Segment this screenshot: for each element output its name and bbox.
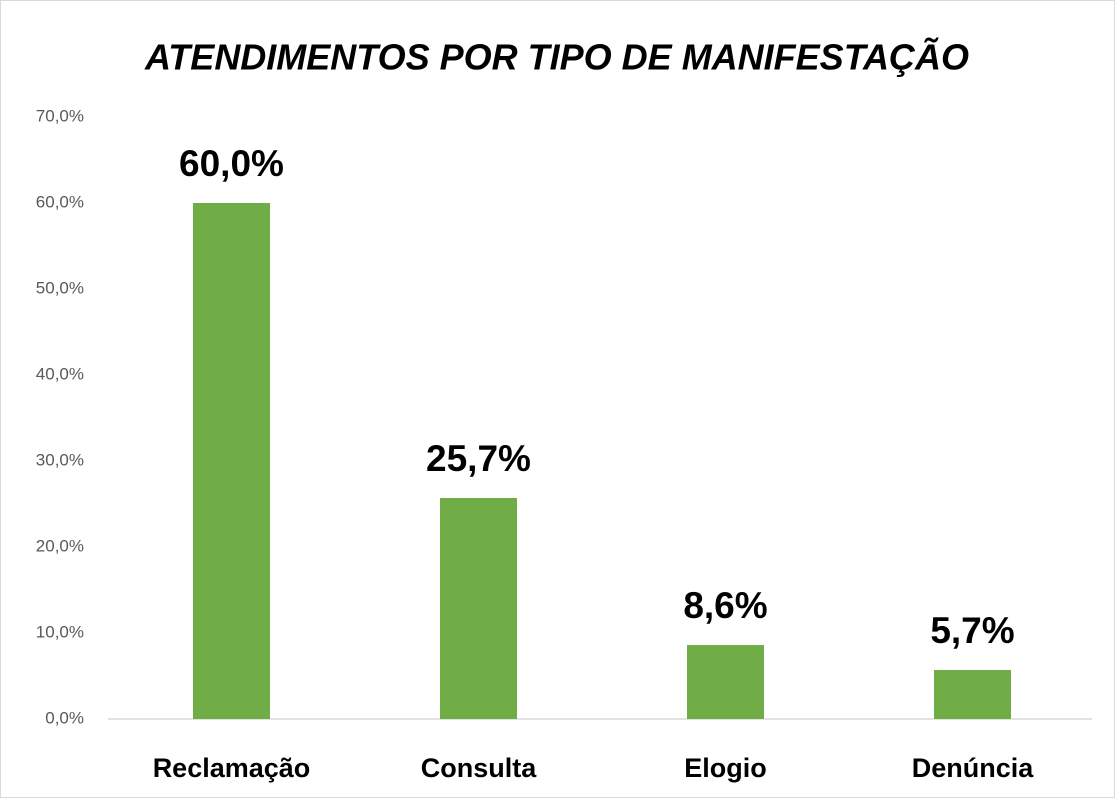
y-tick-label: 30,0% [36,450,84,469]
y-tick-label: 20,0% [36,536,84,555]
chart-title: ATENDIMENTOS POR TIPO DE MANIFESTAÇÃO [144,36,969,78]
data-label: 5,7% [930,610,1014,651]
bar [193,203,270,719]
y-tick-label: 40,0% [36,364,84,383]
y-tick-label: 50,0% [36,278,84,297]
x-tick-label: Denúncia [912,753,1035,783]
data-label: 60,0% [179,143,284,184]
x-tick-label: Consulta [421,753,537,783]
x-tick-label: Reclamação [153,753,311,783]
bar [934,669,1011,719]
y-tick-label: 10,0% [36,622,84,641]
bar [687,645,764,719]
y-tick-label: 0,0% [45,708,84,727]
y-tick-label: 60,0% [36,192,84,211]
data-label: 8,6% [683,585,767,626]
x-tick-label: Elogio [684,753,767,783]
data-label: 25,7% [426,438,531,479]
y-tick-label: 70,0% [36,106,84,125]
bar [440,497,517,719]
